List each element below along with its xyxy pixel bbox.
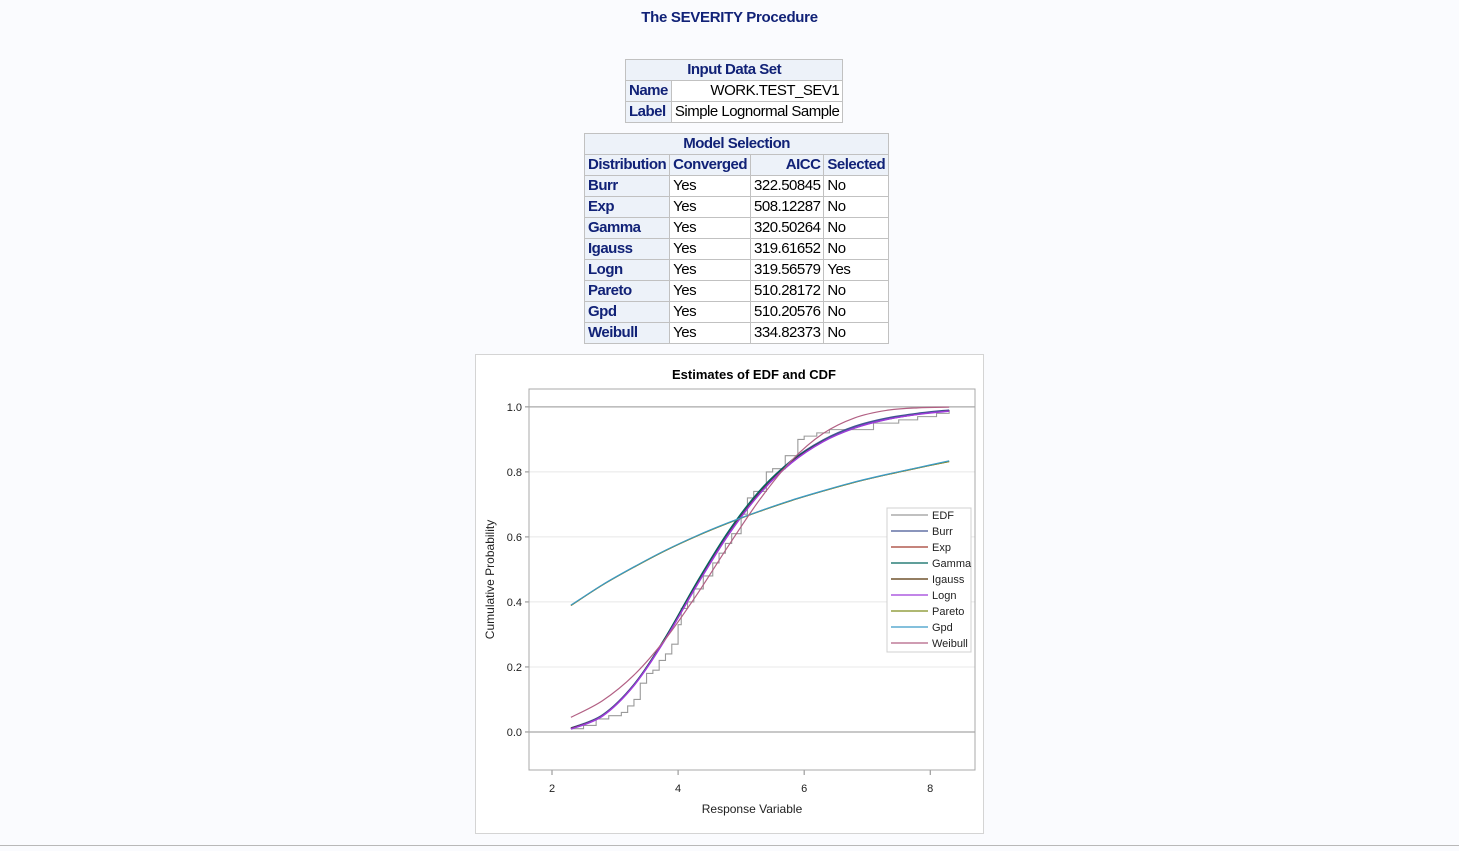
table-row: Pareto Yes 510.28172 No bbox=[583, 280, 890, 302]
table-row: Label Simple Lognormal Sample bbox=[625, 101, 844, 123]
y-tick-label: 0.8 bbox=[507, 467, 522, 479]
series-line-gpd bbox=[570, 460, 950, 606]
cell: 320.50264 bbox=[750, 217, 825, 239]
cell: 510.20576 bbox=[750, 301, 825, 323]
cell: Yes bbox=[669, 280, 752, 302]
cell: Yes bbox=[669, 301, 752, 323]
status-divider bbox=[0, 845, 1459, 846]
cell: Yes bbox=[669, 259, 752, 281]
cell: 319.61652 bbox=[750, 238, 825, 260]
row-header: Weibull bbox=[583, 322, 671, 344]
cell: Yes bbox=[669, 196, 752, 218]
y-tick-label: 0.4 bbox=[507, 597, 522, 609]
legend: EDF Burr Exp Gamma Igauss Logn Pareto Gpd Weibul… bbox=[886, 507, 972, 653]
y-tick-label: 1.0 bbox=[507, 402, 522, 414]
row-header: Pareto bbox=[583, 280, 671, 302]
legend-label-burr: Burr bbox=[932, 526, 953, 538]
x-tick-label: 2 bbox=[549, 783, 555, 795]
legend-label-gpd: Gpd bbox=[932, 622, 953, 634]
table-row: Gamma Yes 320.50264 No bbox=[583, 217, 890, 239]
table-row: Exp Yes 508.12287 No bbox=[583, 196, 890, 218]
cell: No bbox=[823, 175, 890, 197]
chart-svg: Estimates of EDF and CDF 0.0 0.2 0.4 0.6 0.8 1… bbox=[483, 367, 976, 816]
row-header: Name bbox=[625, 80, 672, 102]
cell: No bbox=[823, 322, 890, 344]
legend-label-edf: EDF bbox=[932, 510, 954, 522]
series-line-weibull bbox=[570, 406, 950, 718]
input-data-set-table: Input Data Set Name WORK.TEST_SEV1 Label… bbox=[624, 59, 844, 123]
model-selection-table: Model Selection Distribution Converged A… bbox=[583, 133, 890, 344]
cell: No bbox=[823, 238, 890, 260]
legend-label-gamma: Gamma bbox=[932, 558, 972, 570]
chart-title: Estimates of EDF and CDF bbox=[672, 367, 836, 382]
x-tick-label: 4 bbox=[675, 783, 681, 795]
row-header: Exp bbox=[583, 196, 671, 218]
row-header: Label bbox=[625, 101, 672, 123]
x-axis-label: Response Variable bbox=[702, 802, 803, 816]
cell: 334.82373 bbox=[750, 322, 825, 344]
y-axis-label: Cumulative Probability bbox=[483, 520, 497, 639]
row-header: Logn bbox=[583, 259, 671, 281]
page-title: The SEVERITY Procedure bbox=[641, 9, 818, 26]
column-header: AICC bbox=[750, 154, 825, 176]
cell: 510.28172 bbox=[750, 280, 825, 302]
column-header: Converged bbox=[669, 154, 752, 176]
cell: No bbox=[823, 217, 890, 239]
plot-frame bbox=[528, 388, 976, 771]
table-row: Burr Yes 322.50845 No bbox=[583, 175, 890, 197]
cell: Yes bbox=[669, 217, 752, 239]
legend-label-pareto: Pareto bbox=[932, 606, 964, 618]
row-header: Igauss bbox=[583, 238, 671, 260]
model-selection-title: Model Selection bbox=[583, 133, 890, 155]
cell: No bbox=[823, 301, 890, 323]
table-row: Gpd Yes 510.20576 No bbox=[583, 301, 890, 323]
table-row: Name WORK.TEST_SEV1 bbox=[625, 80, 844, 102]
legend-label-weibull: Weibull bbox=[932, 638, 968, 650]
y-tick-label: 0.0 bbox=[507, 727, 522, 739]
cell: Yes bbox=[823, 259, 890, 281]
x-tick-label: 8 bbox=[927, 783, 933, 795]
cell: No bbox=[823, 196, 890, 218]
table-row: Igauss Yes 319.61652 No bbox=[583, 238, 890, 260]
table-row: Weibull Yes 334.82373 No bbox=[583, 322, 890, 344]
y-tick-label: 0.6 bbox=[507, 532, 522, 544]
input-data-set-title: Input Data Set bbox=[624, 59, 844, 81]
table-row: Logn Yes 319.56579 Yes bbox=[583, 259, 890, 281]
cell: WORK.TEST_SEV1 bbox=[670, 80, 844, 102]
row-header: Burr bbox=[583, 175, 671, 197]
cell: 508.12287 bbox=[750, 196, 825, 218]
cell: 322.50845 bbox=[750, 175, 825, 197]
y-tick-label: 0.2 bbox=[507, 662, 522, 674]
edf-cdf-chart: Estimates of EDF and CDF 0.0 0.2 0.4 0.6 0.8 1… bbox=[475, 354, 984, 834]
legend-label-exp: Exp bbox=[932, 542, 951, 554]
edf-step-line bbox=[570, 410, 950, 730]
column-header: Selected bbox=[823, 154, 890, 176]
legend-label-logn: Logn bbox=[932, 590, 956, 602]
x-tick-label: 6 bbox=[801, 783, 807, 795]
cell: Yes bbox=[669, 238, 752, 260]
row-header: Gpd bbox=[583, 301, 671, 323]
cell: Yes bbox=[669, 322, 752, 344]
legend-box bbox=[886, 507, 972, 653]
cell: Yes bbox=[669, 175, 752, 197]
cell: 319.56579 bbox=[750, 259, 825, 281]
row-header: Gamma bbox=[583, 217, 671, 239]
cell: No bbox=[823, 280, 890, 302]
cell: Simple Lognormal Sample bbox=[670, 101, 844, 123]
series-line-logn bbox=[570, 410, 950, 730]
legend-label-igauss: Igauss bbox=[932, 574, 965, 586]
column-header: Distribution bbox=[583, 154, 671, 176]
